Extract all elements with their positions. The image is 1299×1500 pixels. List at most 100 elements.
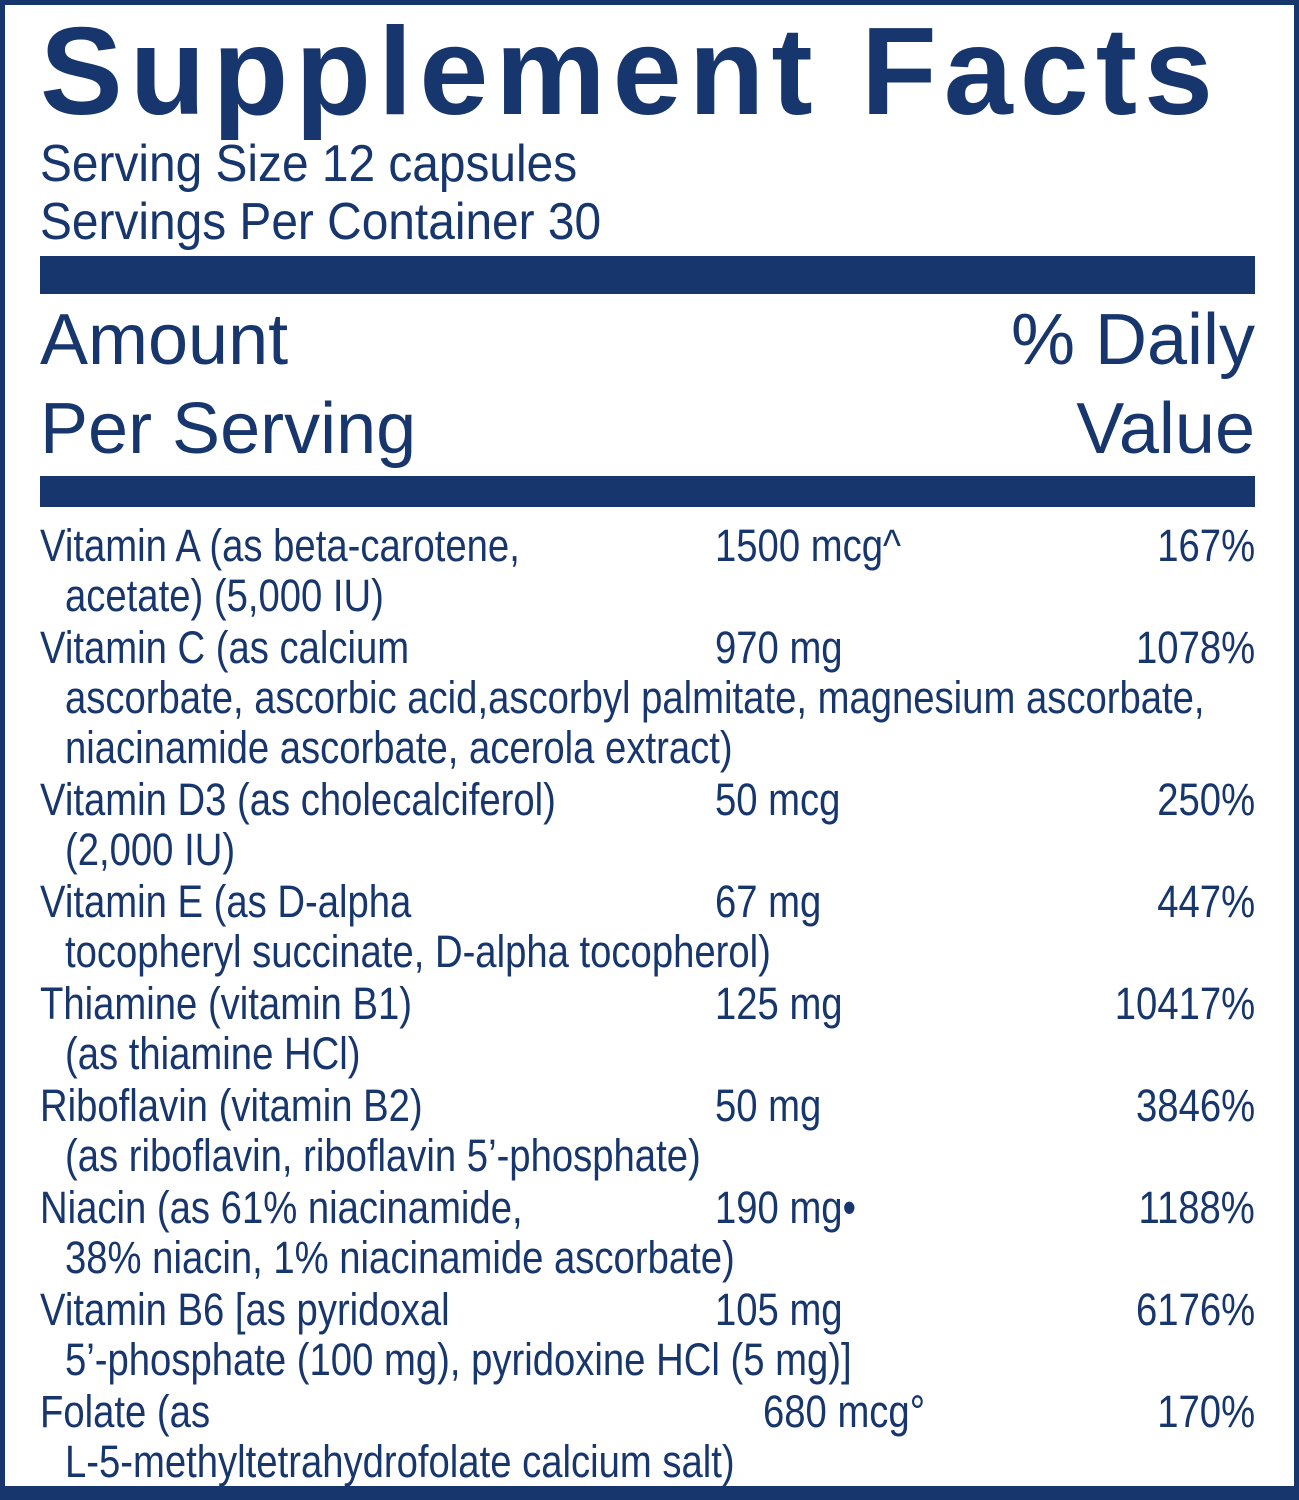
table-header: Amount Per Serving % Daily Value xyxy=(40,294,1255,476)
nutrient-daily-value: 447% xyxy=(1157,876,1255,928)
nutrient-daily-value-cell: 170% xyxy=(1050,1387,1255,1437)
nutrient-amount-cell: 680 mcg° xyxy=(715,1387,1050,1437)
nutrient-row: Folate (as 680 mcg° 170% xyxy=(40,1387,1255,1437)
servings-per-container-text: Servings Per Container 30 xyxy=(40,193,602,252)
nutrient-name: Vitamin B6 [as pyridoxal xyxy=(40,1284,450,1336)
nutrient-amount: 105 mg xyxy=(715,1284,843,1336)
nutrient-name-cell: Vitamin D3 (as cholecalciferol) xyxy=(40,775,715,825)
nutrient-daily-value: 6176% xyxy=(1135,1284,1255,1336)
nutrient-daily-value-cell: 1188% xyxy=(1050,1183,1255,1233)
nutrient-daily-value: 1078% xyxy=(1135,622,1255,674)
nutrient-daily-value-cell: 250% xyxy=(1050,775,1255,825)
nutrient-detail-line: (as thiamine HCl) xyxy=(40,1029,1255,1079)
nutrient-detail-line: L-5-methyltetrahydrofolate calcium salt) xyxy=(40,1437,1255,1487)
nutrient-detail-line: niacinamide ascorbate, acerola extract) xyxy=(40,723,1255,773)
nutrient-name-cell: Vitamin A (as beta-carotene, xyxy=(40,521,715,571)
nutrient-name: Folate (as xyxy=(40,1386,211,1438)
nutrient-detail-line: 5’-phosphate (100 mg), pyridoxine HCl (5… xyxy=(40,1335,1255,1385)
nutrient-daily-value-cell: 10417% xyxy=(1050,979,1255,1029)
divider-bar-top xyxy=(40,256,1255,295)
nutrient-name: Niacin (as 61% niacinamide, xyxy=(40,1182,523,1234)
nutrient-name: Vitamin A (as beta-carotene, xyxy=(40,520,520,572)
nutrient-row: Riboflavin (vitamin B2) 50 mg 3846% xyxy=(40,1081,1255,1131)
nutrient-detail-text: niacinamide ascorbate, acerola extract) xyxy=(65,722,733,774)
divider-bar-header xyxy=(40,476,1255,508)
nutrient-daily-value: 170% xyxy=(1157,1386,1255,1438)
daily-value-heading: % Daily Value xyxy=(1011,296,1255,474)
nutrient-detail-line: (as riboflavin, riboflavin 5’-phosphate) xyxy=(40,1131,1255,1181)
nutrient-table: Vitamin A (as beta-carotene, 1500 mcg^ 1… xyxy=(40,507,1255,1487)
nutrient-detail-line: tocopheryl succinate, D-alpha tocopherol… xyxy=(40,927,1255,977)
label-title: Supplement Facts xyxy=(40,3,1220,141)
nutrient-amount: 67 mg xyxy=(715,876,822,928)
label-content: Supplement Facts Serving Size 12 capsule… xyxy=(5,9,1294,1487)
nutrient-detail-text: (2,000 IU) xyxy=(65,824,236,876)
nutrient-amount-cell: 190 mg• xyxy=(715,1183,1050,1233)
nutrient-name-cell: Vitamin B6 [as pyridoxal xyxy=(40,1285,715,1335)
nutrient-name: Vitamin E (as D-alpha xyxy=(40,876,412,928)
nutrient-amount-cell: 105 mg xyxy=(715,1285,1050,1335)
nutrient-name-cell: Folate (as xyxy=(40,1387,715,1437)
nutrient-detail-line: ascorbate, ascorbic acid,ascorbyl palmit… xyxy=(40,673,1255,723)
nutrient-amount: 190 mg• xyxy=(715,1182,856,1234)
nutrient-amount: 680 mcg° xyxy=(763,1386,926,1438)
amount-heading-line2: Per Serving xyxy=(40,389,417,470)
nutrient-row: Niacin (as 61% niacinamide, 190 mg• 1188… xyxy=(40,1183,1255,1233)
amount-per-serving-heading: Amount Per Serving xyxy=(40,296,416,474)
servings-per-container-line: Servings Per Container 30 xyxy=(40,193,1255,251)
nutrient-detail-text: tocopheryl succinate, D-alpha tocopherol… xyxy=(65,926,771,978)
nutrient-daily-value-cell: 3846% xyxy=(1050,1081,1255,1131)
nutrient-name-cell: Vitamin E (as D-alpha xyxy=(40,877,715,927)
nutrient-detail-text: (as riboflavin, riboflavin 5’-phosphate) xyxy=(65,1130,701,1182)
daily-value-heading-line1: % Daily xyxy=(1010,300,1255,381)
nutrient-amount-cell: 50 mg xyxy=(715,1081,1050,1131)
nutrient-name-cell: Riboflavin (vitamin B2) xyxy=(40,1081,715,1131)
nutrient-detail-text: L-5-methyltetrahydrofolate calcium salt) xyxy=(65,1436,735,1488)
nutrient-name: Vitamin D3 (as cholecalciferol) xyxy=(40,774,556,826)
nutrient-row: Thiamine (vitamin B1) 125 mg 10417% xyxy=(40,979,1255,1029)
nutrient-daily-value-cell: 167% xyxy=(1050,521,1255,571)
nutrient-detail-text: 38% niacin, 1% niacinamide ascorbate) xyxy=(65,1232,735,1284)
nutrient-daily-value: 3846% xyxy=(1135,1080,1255,1132)
nutrient-daily-value: 167% xyxy=(1157,520,1255,572)
nutrient-amount: 50 mcg xyxy=(715,774,841,826)
nutrient-name: Thiamine (vitamin B1) xyxy=(40,978,412,1030)
nutrient-amount-cell: 50 mcg xyxy=(715,775,1050,825)
daily-value-heading-line2: Value xyxy=(1076,389,1255,470)
nutrient-row: Vitamin B6 [as pyridoxal 105 mg 6176% xyxy=(40,1285,1255,1335)
nutrient-name-cell: Niacin (as 61% niacinamide, xyxy=(40,1183,715,1233)
nutrient-name-cell: Thiamine (vitamin B1) xyxy=(40,979,715,1029)
nutrient-detail-line: (2,000 IU) xyxy=(40,825,1255,875)
nutrient-detail-line: 38% niacin, 1% niacinamide ascorbate) xyxy=(40,1233,1255,1283)
nutrient-amount-cell: 970 mg xyxy=(715,623,1050,673)
nutrient-amount: 970 mg xyxy=(715,622,843,674)
nutrient-daily-value-cell: 6176% xyxy=(1050,1285,1255,1335)
nutrient-daily-value: 250% xyxy=(1157,774,1255,826)
nutrient-detail-text: (as thiamine HCl) xyxy=(65,1028,361,1080)
nutrient-amount-cell: 67 mg xyxy=(715,877,1050,927)
amount-heading-line1: Amount xyxy=(40,300,289,381)
nutrient-name: Riboflavin (vitamin B2) xyxy=(40,1080,423,1132)
nutrient-row: Vitamin C (as calcium 970 mg 1078% xyxy=(40,623,1255,673)
nutrient-detail-text: acetate) (5,000 IU) xyxy=(65,570,384,622)
nutrient-name-cell: Vitamin C (as calcium xyxy=(40,623,715,673)
nutrient-name: Vitamin C (as calcium xyxy=(40,622,410,674)
nutrient-daily-value-cell: 1078% xyxy=(1050,623,1255,673)
nutrient-detail-line: acetate) (5,000 IU) xyxy=(40,571,1255,621)
nutrient-amount-cell: 125 mg xyxy=(715,979,1050,1029)
nutrient-amount: 1500 mcg^ xyxy=(715,520,901,572)
nutrient-daily-value-cell: 447% xyxy=(1050,877,1255,927)
bottom-bar xyxy=(5,1486,1294,1500)
nutrient-amount: 125 mg xyxy=(715,978,843,1030)
nutrient-amount: 50 mg xyxy=(715,1080,822,1132)
serving-size-text: Serving Size 12 capsules xyxy=(40,135,578,194)
nutrient-row: Vitamin D3 (as cholecalciferol) 50 mcg 2… xyxy=(40,775,1255,825)
nutrient-daily-value: 1188% xyxy=(1138,1182,1255,1234)
nutrient-row: Vitamin A (as beta-carotene, 1500 mcg^ 1… xyxy=(40,521,1255,571)
nutrient-daily-value: 10417% xyxy=(1114,978,1255,1030)
nutrient-row: Vitamin E (as D-alpha 67 mg 447% xyxy=(40,877,1255,927)
serving-size-line: Serving Size 12 capsules xyxy=(40,135,1255,193)
nutrient-detail-text: ascorbate, ascorbic acid,ascorbyl palmit… xyxy=(65,672,1205,724)
nutrient-amount-cell: 1500 mcg^ xyxy=(715,521,1050,571)
